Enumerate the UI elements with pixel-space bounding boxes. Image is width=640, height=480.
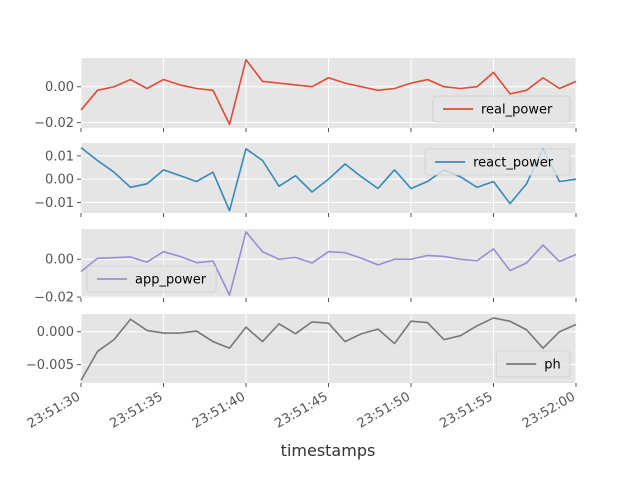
x-axis-label: timestamps <box>281 441 376 460</box>
series-line-app_power <box>80 231 577 296</box>
legend-label: app_power <box>135 273 207 288</box>
y-tick-label: 0.000 <box>37 325 74 340</box>
legend-label: react_power <box>473 156 554 171</box>
x-tick-label: 23:51:55 <box>437 389 495 431</box>
panel-react_power: −0.01 0.00 0.01 react_power <box>34 143 577 217</box>
legend-box <box>424 148 571 176</box>
x-tick-label: 23:51:40 <box>190 389 248 431</box>
legend-label: ph <box>544 358 561 373</box>
y-tick-label: −0.005 <box>26 358 74 373</box>
legend-app_power: app_power <box>86 265 217 293</box>
x-tick-label: 23:51:30 <box>25 389 83 431</box>
x-tick-label: 23:51:50 <box>355 389 413 431</box>
panel-ph: −0.005 0.000 ph <box>26 314 577 387</box>
y-tick-label: 0.00 <box>45 253 74 268</box>
series-line-ph <box>80 317 577 381</box>
legend-box <box>432 95 571 123</box>
y-tick-label: 0.00 <box>45 173 74 188</box>
y-tick-label: 0.00 <box>45 80 74 95</box>
y-tick-label: −0.01 <box>34 196 74 211</box>
legend-real_power: real_power <box>432 95 571 123</box>
legend-react_power: react_power <box>424 148 571 176</box>
legend-box <box>86 265 217 293</box>
y-tick-label: 0.01 <box>45 149 74 164</box>
series-line-real_power <box>80 58 577 126</box>
y-tick-label: −0.02 <box>34 116 74 131</box>
shared-x-axis: 23:51:30 23:51:35 23:51:40 23:51:45 23:51:50… <box>25 389 578 431</box>
panel-app_power: −0.02 0.00 app_power <box>34 229 577 306</box>
panel-real_power: −0.02 0.00 real_power <box>34 58 577 132</box>
legend-label: real_power <box>481 103 553 118</box>
series-line-react_power <box>80 147 577 212</box>
y-tick-label: −0.02 <box>34 291 74 306</box>
legend-ph: ph <box>495 350 571 378</box>
chart-panels: −0.02 0.00 real_power −0.01 0.00 0.01 react_po… <box>26 58 577 387</box>
x-tick-label: 23:52:00 <box>520 389 578 431</box>
x-tick-label: 23:51:45 <box>272 389 330 431</box>
x-tick-label: 23:51:35 <box>107 389 165 431</box>
